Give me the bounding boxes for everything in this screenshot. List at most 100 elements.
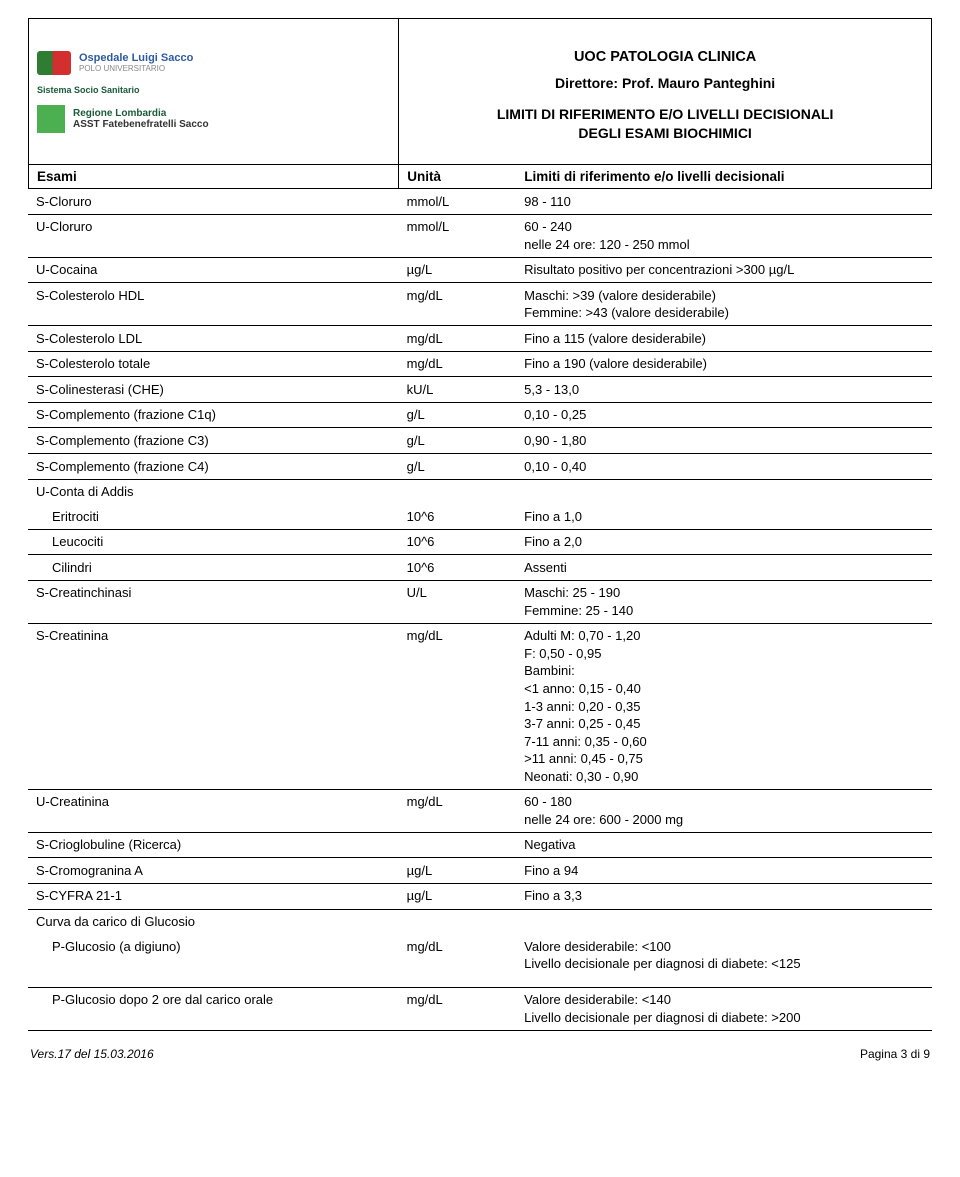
exam-name: S-Crioglobuline (Ricerca) (28, 832, 399, 858)
column-header-unit: Unità (399, 165, 516, 188)
table-row: U-Clorurommol/L60 - 240 nelle 24 ore: 12… (28, 214, 932, 257)
exam-unit: mg/dL (399, 351, 517, 377)
exam-name: U-Creatinina (28, 789, 399, 832)
table-row: P-Glucosio dopo 2 ore dal carico oralemg… (28, 987, 932, 1030)
reference-table: S-Clorurommol/L98 - 110U-Clorurommol/L60… (28, 189, 932, 1031)
exam-limit: Adulti M: 0,70 - 1,20 F: 0,50 - 0,95 Bam… (516, 623, 932, 789)
logo-cell: Ospedale Luigi Sacco POLO UNIVERSITARIO … (29, 19, 399, 165)
exam-unit: mg/dL (399, 623, 517, 789)
table-row: S-Cromogranina Aµg/LFino a 94 (28, 858, 932, 884)
exam-limit: Fino a 94 (516, 858, 932, 884)
health-system-label: Sistema Socio Sanitario (37, 85, 390, 95)
exam-name: S-Cloruro (28, 189, 399, 214)
document-page: Ospedale Luigi Sacco POLO UNIVERSITARIO … (0, 0, 960, 1177)
table-row: Eritrociti10^6Fino a 1,0 (28, 504, 932, 529)
column-header-exam: Esami (29, 165, 399, 189)
table-row: S-Clorurommol/L98 - 110 (28, 189, 932, 214)
page-number: Pagina 3 di 9 (860, 1047, 930, 1061)
exam-name: S-Colinesterasi (CHE) (28, 377, 399, 403)
exam-unit: U/L (399, 580, 517, 623)
table-row: Leucociti10^6Fino a 2,0 (28, 529, 932, 555)
exam-unit: µg/L (399, 858, 517, 884)
exam-name: S-Colesterolo LDL (28, 326, 399, 352)
hospital-sub: POLO UNIVERSITARIO (79, 64, 193, 73)
exam-name: S-Creatinchinasi (28, 580, 399, 623)
hospital-name: Ospedale Luigi Sacco (79, 52, 193, 64)
exam-name: S-Colesterolo totale (28, 351, 399, 377)
exam-unit: mg/dL (399, 283, 517, 326)
table-row: S-Creatininamg/dLAdulti M: 0,70 - 1,20 F… (28, 623, 932, 789)
exam-name: S-Complemento (frazione C3) (28, 428, 399, 454)
table-row: S-Colesterolo totalemg/dLFino a 190 (val… (28, 351, 932, 377)
exam-name: S-CYFRA 21-1 (28, 883, 399, 909)
exam-name: P-Glucosio dopo 2 ore dal carico orale (28, 987, 399, 1030)
table-row: U-Creatininamg/dL60 - 180 nelle 24 ore: … (28, 789, 932, 832)
page-footer: Vers.17 del 15.03.2016 Pagina 3 di 9 (28, 1031, 932, 1061)
exam-name: S-Complemento (frazione C4) (28, 454, 399, 480)
subtitle-line-1: LIMITI DI RIFERIMENTO E/O LIVELLI DECISI… (407, 105, 923, 123)
table-row: S-Crioglobuline (Ricerca)Negativa (28, 832, 932, 858)
exam-unit: µg/L (399, 257, 517, 283)
exam-limit: Fino a 190 (valore desiderabile) (516, 351, 932, 377)
exam-unit: mg/dL (399, 934, 517, 987)
table-row: U-Conta di Addis (28, 479, 932, 504)
exam-unit (399, 832, 517, 858)
exam-limit: Valore desiderabile: <100 Livello decisi… (516, 934, 932, 987)
exam-name: U-Conta di Addis (28, 479, 399, 504)
table-row: U-Cocainaµg/LRisultato positivo per conc… (28, 257, 932, 283)
exam-limit: Maschi: 25 - 190 Femmine: 25 - 140 (516, 580, 932, 623)
region-logo-icon (37, 105, 65, 133)
exam-unit: 10^6 (399, 555, 517, 581)
exam-limit: Risultato positivo per concentrazioni >3… (516, 257, 932, 283)
exam-unit: mmol/L (399, 189, 517, 214)
exam-limit: Fino a 115 (valore desiderabile) (516, 326, 932, 352)
table-row: S-Colinesterasi (CHE)kU/L5,3 - 13,0 (28, 377, 932, 403)
header-block: Ospedale Luigi Sacco POLO UNIVERSITARIO … (28, 18, 932, 189)
exam-limit: Maschi: >39 (valore desiderabile) Femmin… (516, 283, 932, 326)
exam-limit (516, 479, 932, 504)
exam-name: U-Cloruro (28, 214, 399, 257)
exam-limit: Fino a 2,0 (516, 529, 932, 555)
director-line: Direttore: Prof. Mauro Panteghini (407, 75, 923, 91)
exam-name: Curva da carico di Glucosio (28, 909, 399, 934)
exam-unit: 10^6 (399, 529, 517, 555)
exam-unit: kU/L (399, 377, 517, 403)
exam-unit: mg/dL (399, 326, 517, 352)
exam-unit: mg/dL (399, 987, 517, 1030)
exam-name: Eritrociti (28, 504, 399, 529)
exam-name: P-Glucosio (a digiuno) (28, 934, 399, 987)
header-title-cell: UOC PATOLOGIA CLINICA Direttore: Prof. M… (399, 19, 932, 165)
version-label: Vers.17 del 15.03.2016 (30, 1047, 154, 1061)
exam-limit: 0,10 - 0,40 (516, 454, 932, 480)
exam-name: U-Cocaina (28, 257, 399, 283)
exam-limit: Fino a 3,3 (516, 883, 932, 909)
table-row: Cilindri10^6Assenti (28, 555, 932, 581)
exam-name: S-Complemento (frazione C1q) (28, 402, 399, 428)
table-row: S-CYFRA 21-1µg/LFino a 3,3 (28, 883, 932, 909)
exam-unit (399, 479, 517, 504)
exam-limit (516, 909, 932, 934)
exam-unit: g/L (399, 402, 517, 428)
exam-name: S-Cromogranina A (28, 858, 399, 884)
table-row: S-Colesterolo LDLmg/dLFino a 115 (valore… (28, 326, 932, 352)
exam-unit: µg/L (399, 883, 517, 909)
table-row: S-Complemento (frazione C4)g/L0,10 - 0,4… (28, 454, 932, 480)
table-row: S-Complemento (frazione C3)g/L0,90 - 1,8… (28, 428, 932, 454)
table-row: S-Complemento (frazione C1q)g/L0,10 - 0,… (28, 402, 932, 428)
exam-limit: 5,3 - 13,0 (516, 377, 932, 403)
asst-label: ASST Fatebenefratelli Sacco (73, 119, 209, 130)
exam-limit: 0,90 - 1,80 (516, 428, 932, 454)
exam-limit: 60 - 180 nelle 24 ore: 600 - 2000 mg (516, 789, 932, 832)
document-title: UOC PATOLOGIA CLINICA (407, 49, 923, 65)
exam-limit: 98 - 110 (516, 189, 932, 214)
exam-limit: Assenti (516, 555, 932, 581)
column-header-limit: Limiti di riferimento e/o livelli decisi… (516, 165, 931, 188)
exam-unit: mg/dL (399, 789, 517, 832)
region-label: Regione Lombardia (73, 108, 209, 119)
exam-limit: 0,10 - 0,25 (516, 402, 932, 428)
exam-name: Leucociti (28, 529, 399, 555)
table-row: P-Glucosio (a digiuno)mg/dLValore deside… (28, 934, 932, 987)
exam-limit: Valore desiderabile: <140 Livello decisi… (516, 987, 932, 1030)
exam-name: S-Creatinina (28, 623, 399, 789)
exam-limit: Fino a 1,0 (516, 504, 932, 529)
